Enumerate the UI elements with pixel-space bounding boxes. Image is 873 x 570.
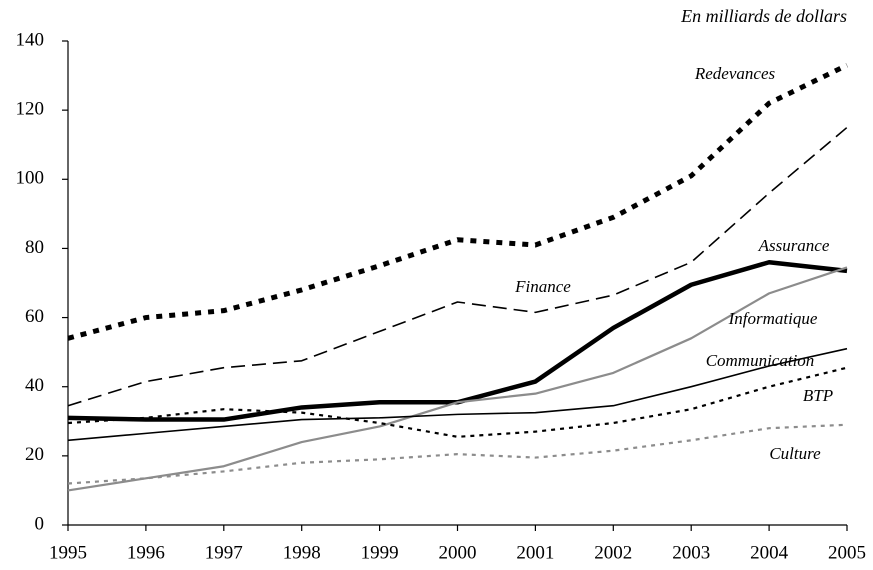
series-line: [67, 260, 848, 422]
x-tick-label: 1995: [49, 542, 87, 563]
y-tick-label: 40: [25, 375, 44, 396]
x-tick-label: 2003: [672, 542, 710, 563]
y-tick-label: 60: [25, 306, 44, 327]
y-tick-label: 100: [16, 168, 45, 189]
x-tick-label: 2005: [828, 542, 866, 563]
x-tick-label: 2002: [594, 542, 632, 563]
series-label: Assurance: [758, 236, 830, 255]
x-tick-label: 1999: [361, 542, 399, 563]
unit-label: En milliards de dollars: [680, 6, 847, 26]
x-tick-label: 2001: [516, 542, 554, 563]
series-line: [67, 347, 848, 442]
y-tick-label: 20: [25, 444, 44, 465]
series-label: Culture: [769, 444, 821, 463]
y-tick-label: 140: [16, 29, 45, 50]
series-label: Informatique: [728, 309, 818, 328]
x-tick-label: 2004: [750, 542, 789, 563]
y-tick-label: 120: [16, 99, 45, 120]
x-tick-label: 1998: [283, 542, 321, 563]
series-line: [67, 266, 848, 492]
series-line: [67, 62, 849, 341]
series-line: [67, 126, 848, 407]
y-tick-label: 0: [35, 513, 45, 534]
series-line: [67, 423, 848, 485]
y-tick-label: 80: [25, 237, 44, 258]
x-tick-label: 1996: [127, 542, 165, 563]
x-tick-label: 2000: [439, 542, 477, 563]
series-label: Communication: [706, 351, 815, 370]
series-label: Redevances: [694, 64, 776, 83]
series-label: Finance: [514, 277, 571, 296]
series-label: BTP: [803, 386, 833, 405]
x-tick-label: 1997: [205, 542, 243, 563]
